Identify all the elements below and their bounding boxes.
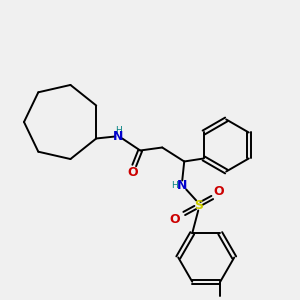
- Text: O: O: [169, 213, 179, 226]
- Text: O: O: [213, 185, 224, 198]
- Text: O: O: [127, 166, 137, 179]
- Text: N: N: [177, 179, 188, 192]
- Text: H: H: [171, 181, 178, 190]
- Text: H: H: [115, 126, 122, 135]
- Text: S: S: [194, 199, 203, 212]
- Text: N: N: [113, 130, 123, 143]
